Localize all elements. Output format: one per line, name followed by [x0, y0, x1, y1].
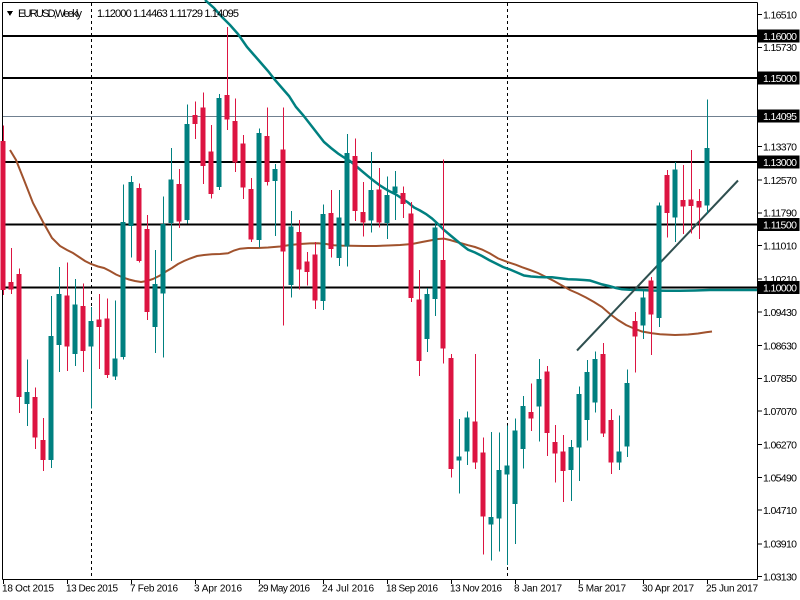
svg-text:18 Sep 2016: 18 Sep 2016	[386, 584, 438, 595]
svg-text:1.07850: 1.07850	[763, 373, 797, 385]
svg-text:13 Nov 2016: 13 Nov 2016	[450, 584, 502, 595]
svg-text:1.08630: 1.08630	[763, 340, 797, 352]
svg-text:1.16000: 1.16000	[763, 31, 797, 43]
svg-text:1.13000: 1.13000	[763, 157, 797, 169]
svg-text:1.12570: 1.12570	[763, 175, 797, 187]
svg-text:1.16510: 1.16510	[763, 10, 797, 22]
svg-text:25 Jun 2017: 25 Jun 2017	[706, 584, 758, 595]
svg-text:18 Oct 2015: 18 Oct 2015	[2, 584, 54, 595]
svg-text:7 Feb 2016: 7 Feb 2016	[130, 584, 178, 595]
svg-text:1.14095: 1.14095	[763, 111, 797, 123]
svg-text:29 May 2016: 29 May 2016	[258, 584, 310, 595]
svg-text:5 Mar 2017: 5 Mar 2017	[578, 584, 626, 595]
svg-text:1.09430: 1.09430	[763, 307, 797, 319]
svg-text:3 Apr 2016: 3 Apr 2016	[194, 584, 242, 595]
svg-text:1.13370: 1.13370	[763, 141, 797, 153]
svg-text:1.05490: 1.05490	[763, 472, 797, 484]
svg-text:1.03130: 1.03130	[763, 571, 797, 583]
svg-text:13 Dec 2015: 13 Dec 2015	[66, 584, 118, 595]
svg-text:1.04710: 1.04710	[763, 505, 797, 517]
svg-text:1.07070: 1.07070	[763, 406, 797, 418]
svg-text:1.11500: 1.11500	[763, 219, 797, 231]
svg-text:EURUSD,Weekly: EURUSD,Weekly	[18, 8, 83, 20]
svg-text:1.10000: 1.10000	[763, 283, 797, 295]
svg-text:1.11010: 1.11010	[763, 241, 797, 253]
svg-text:1.15000: 1.15000	[763, 73, 797, 85]
svg-text:8 Jan 2017: 8 Jan 2017	[514, 584, 562, 595]
svg-text:24 Jul 2016: 24 Jul 2016	[322, 584, 374, 595]
svg-text:30 Apr 2017: 30 Apr 2017	[642, 584, 694, 595]
svg-text:1.03910: 1.03910	[763, 539, 797, 551]
svg-text:1.11790: 1.11790	[763, 208, 797, 220]
svg-text:1.12000 1.14463 1.11729 1.1409: 1.12000 1.14463 1.11729 1.14095	[97, 8, 239, 20]
svg-text:1.15730: 1.15730	[763, 42, 797, 54]
svg-text:1.06270: 1.06270	[763, 440, 797, 452]
